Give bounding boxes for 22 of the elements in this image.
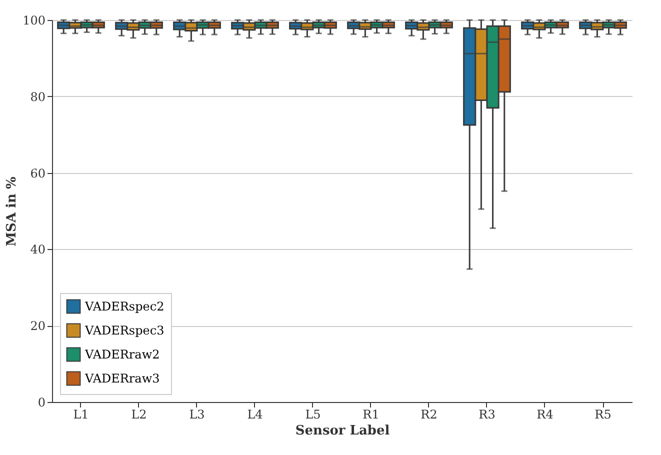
x-tick-label: L3 — [189, 408, 205, 422]
x-tick-label: L1 — [73, 408, 89, 422]
x-tick-label: R1 — [362, 408, 380, 422]
x-tick-label: L2 — [131, 408, 147, 422]
x-tick-label: R3 — [478, 408, 496, 422]
legend-label: VADERraw2 — [84, 348, 160, 362]
y-tick-label: 0 — [38, 396, 46, 410]
y-tick-label: 60 — [30, 166, 46, 180]
x-tick-label: R5 — [594, 408, 612, 422]
y-tick-label: 40 — [30, 242, 46, 257]
legend-label: VADERraw3 — [84, 372, 160, 386]
x-tick-label: R4 — [536, 408, 554, 422]
x-tick-label: R2 — [420, 408, 438, 422]
x-axis-title: Sensor Label — [295, 424, 390, 438]
x-tick-label: L4 — [247, 408, 264, 422]
y-tick-label: 20 — [30, 319, 46, 334]
legend-label: VADERspec2 — [84, 300, 164, 314]
y-tick-label: 100 — [22, 14, 46, 28]
y-axis-title: MSA in % — [4, 176, 20, 246]
legend-label: VADERspec3 — [84, 324, 164, 338]
y-tick-label: 80 — [30, 90, 46, 104]
x-tick-label: L5 — [305, 408, 321, 422]
